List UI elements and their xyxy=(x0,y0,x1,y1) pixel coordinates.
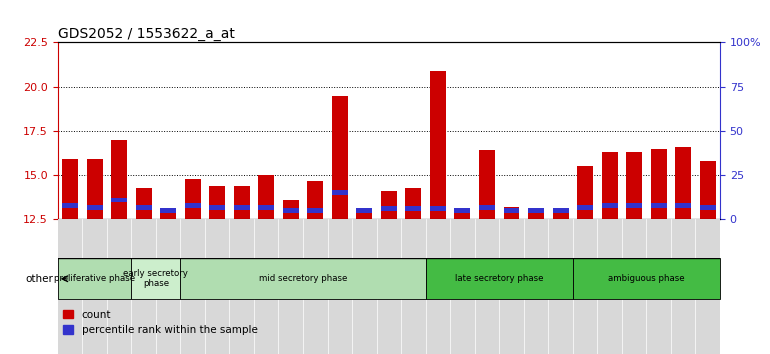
Bar xyxy=(185,179,201,219)
Bar xyxy=(675,203,691,208)
Bar xyxy=(528,208,544,213)
Bar xyxy=(598,219,622,354)
Bar xyxy=(111,198,127,202)
Text: proliferative phase: proliferative phase xyxy=(54,274,135,283)
Bar xyxy=(332,96,348,219)
Bar xyxy=(258,205,274,210)
Bar xyxy=(626,203,642,208)
Bar xyxy=(332,190,348,195)
Text: other: other xyxy=(26,274,54,284)
Bar xyxy=(430,206,446,211)
Bar xyxy=(426,219,450,354)
Bar xyxy=(229,219,254,354)
Bar xyxy=(700,205,715,210)
Bar xyxy=(180,219,205,354)
Text: ambiguous phase: ambiguous phase xyxy=(608,274,685,283)
Bar xyxy=(528,209,544,219)
Bar xyxy=(254,219,279,354)
Bar xyxy=(401,219,426,354)
Bar xyxy=(156,219,180,354)
Bar xyxy=(499,219,524,354)
Bar xyxy=(58,219,82,354)
Text: mid secretory phase: mid secretory phase xyxy=(259,274,347,283)
Bar xyxy=(573,258,720,299)
Bar xyxy=(553,212,568,219)
Bar xyxy=(405,188,421,219)
Bar xyxy=(327,219,352,354)
Bar xyxy=(573,219,598,354)
Bar xyxy=(601,152,618,219)
Bar xyxy=(352,219,377,354)
Bar xyxy=(234,205,249,210)
Bar xyxy=(180,258,426,299)
Bar xyxy=(136,188,152,219)
Bar xyxy=(132,219,156,354)
Bar xyxy=(454,208,470,213)
Bar xyxy=(62,159,78,219)
Bar xyxy=(577,166,593,219)
Text: late secretory phase: late secretory phase xyxy=(455,274,544,283)
Bar xyxy=(646,219,671,354)
Bar xyxy=(377,219,401,354)
Bar xyxy=(426,258,573,299)
Bar xyxy=(160,212,176,219)
Bar xyxy=(209,186,225,219)
Bar xyxy=(524,219,548,354)
Bar xyxy=(86,159,102,219)
Bar xyxy=(185,203,201,208)
Bar xyxy=(307,208,323,213)
Bar xyxy=(283,208,299,213)
Bar xyxy=(454,212,470,219)
Bar xyxy=(357,208,373,213)
Bar xyxy=(504,208,520,213)
Bar xyxy=(577,205,593,210)
Bar xyxy=(479,205,495,210)
Bar xyxy=(601,203,618,208)
Bar xyxy=(700,161,715,219)
Bar xyxy=(136,205,152,210)
Bar xyxy=(160,208,176,213)
Text: GDS2052 / 1553622_a_at: GDS2052 / 1553622_a_at xyxy=(58,28,235,41)
Bar xyxy=(450,219,474,354)
Legend: count, percentile rank within the sample: count, percentile rank within the sample xyxy=(63,310,258,335)
Bar xyxy=(622,219,646,354)
Bar xyxy=(405,206,421,211)
Bar xyxy=(548,219,573,354)
Bar xyxy=(671,219,695,354)
Bar xyxy=(626,152,642,219)
Bar xyxy=(474,219,499,354)
Bar xyxy=(82,219,107,354)
Bar xyxy=(62,203,78,208)
Bar xyxy=(279,219,303,354)
Bar xyxy=(381,191,397,219)
Bar xyxy=(205,219,229,354)
Bar xyxy=(86,205,102,210)
Bar xyxy=(381,206,397,211)
Bar xyxy=(58,258,132,299)
Bar xyxy=(234,186,249,219)
Bar xyxy=(504,207,520,219)
Bar xyxy=(258,175,274,219)
Bar xyxy=(111,140,127,219)
Text: early secretory
phase: early secretory phase xyxy=(123,269,189,289)
Bar xyxy=(553,208,568,213)
Bar xyxy=(107,219,132,354)
Bar xyxy=(303,219,327,354)
Bar xyxy=(307,181,323,219)
Bar xyxy=(132,258,180,299)
Bar xyxy=(479,150,495,219)
Bar xyxy=(651,149,667,219)
Bar xyxy=(675,147,691,219)
Bar xyxy=(651,203,667,208)
Bar xyxy=(430,71,446,219)
Bar xyxy=(283,200,299,219)
Bar xyxy=(695,219,720,354)
Bar xyxy=(209,205,225,210)
Bar xyxy=(357,211,373,219)
